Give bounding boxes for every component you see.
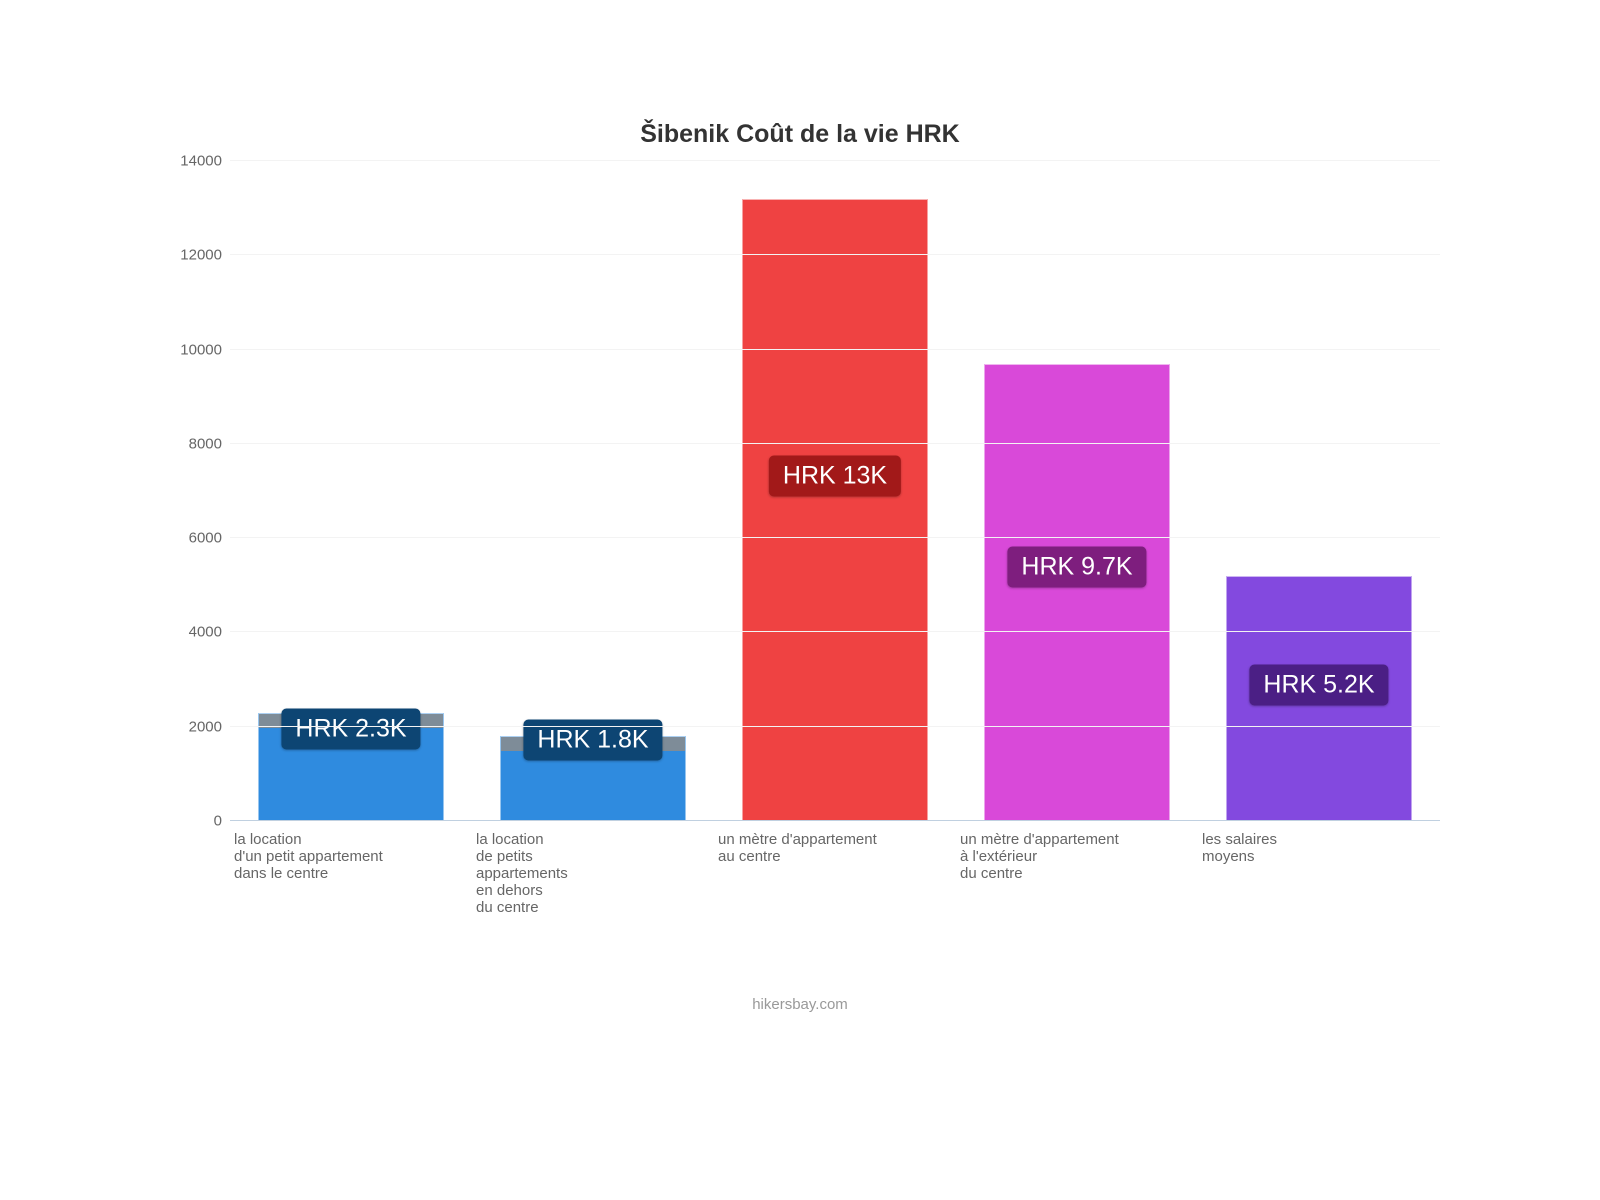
bar-slot: HRK 9.7K	[960, 161, 1194, 821]
x-axis-label: un mètre d'appartementà l'extérieurdu ce…	[960, 821, 1194, 916]
y-tick-label: 6000	[189, 530, 222, 547]
y-tick-label: 8000	[189, 435, 222, 452]
credit-text: hikersbay.com	[160, 996, 1440, 1013]
bars-container: HRK 2.3K HRK 1.8K HRK 13K HRK 9.7K HRK 5.2K	[230, 161, 1440, 821]
bar-slot: HRK 5.2K	[1202, 161, 1436, 821]
plot-area: HRK 2.3K HRK 1.8K HRK 13K HRK 9.7K HRK 5.2K	[230, 161, 1440, 821]
y-tick-label: 4000	[189, 624, 222, 641]
y-tick-label: 0	[214, 813, 222, 830]
y-tick-label: 12000	[180, 247, 222, 264]
grid-line	[230, 160, 1440, 161]
bar-value-label: HRK 5.2K	[1249, 664, 1388, 705]
plot-area-container: 02000400060008000100001200014000 HRK 2.3…	[160, 161, 1440, 821]
grid-line	[230, 443, 1440, 444]
bar-value-label: HRK 13K	[769, 455, 901, 496]
chart-title: Šibenik Coût de la vie HRK	[160, 120, 1440, 149]
grid-line	[230, 631, 1440, 632]
bar: HRK 9.7K	[984, 364, 1170, 821]
grid-line	[230, 726, 1440, 727]
y-tick-label: 2000	[189, 718, 222, 735]
x-axis-label: la locationd'un petit appartementdans le…	[234, 821, 468, 916]
bar-slot: HRK 13K	[718, 161, 952, 821]
bar-slot: HRK 1.8K	[476, 161, 710, 821]
bar: HRK 13K	[742, 199, 928, 821]
bar: HRK 2.3K	[258, 713, 444, 821]
x-axis-label: un mètre d'appartementau centre	[718, 821, 952, 916]
x-axis: la locationd'un petit appartementdans le…	[230, 821, 1440, 916]
x-axis-label: la locationde petitsappartementsen dehor…	[476, 821, 710, 916]
x-axis-label: les salairesmoyens	[1202, 821, 1436, 916]
bar-value-label: HRK 2.3K	[281, 708, 420, 749]
bar: HRK 5.2K	[1226, 576, 1412, 821]
cost-of-living-chart: Šibenik Coût de la vie HRK 0 2000 4000 6000…	[160, 120, 1440, 1080]
y-tick-label: 10000	[180, 341, 222, 358]
bar: HRK 1.8K	[500, 736, 686, 821]
y-tick-label: 14000	[180, 153, 222, 170]
grid-line	[230, 537, 1440, 538]
bar-slot: HRK 2.3K	[234, 161, 468, 821]
y-axis: 02000400060008000100001200014000	[160, 161, 230, 821]
grid-line	[230, 254, 1440, 255]
grid-line	[230, 349, 1440, 350]
bar-value-label: HRK 9.7K	[1007, 547, 1146, 588]
